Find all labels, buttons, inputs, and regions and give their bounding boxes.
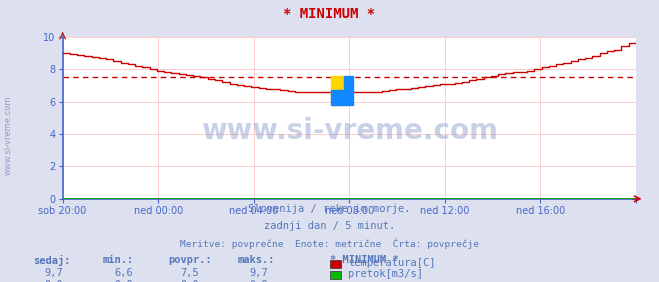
Text: povpr.:: povpr.:: [168, 255, 212, 265]
Text: 7,5: 7,5: [180, 268, 198, 278]
Text: pretok[m3/s]: pretok[m3/s]: [348, 269, 423, 279]
Text: Meritve: povprečne  Enote: metrične  Črta: povprečje: Meritve: povprečne Enote: metrične Črta:…: [180, 238, 479, 249]
Text: www.si-vreme.com: www.si-vreme.com: [201, 117, 498, 145]
Bar: [331, 90, 343, 105]
Text: Slovenija / reke in morje.: Slovenija / reke in morje.: [248, 204, 411, 214]
Text: min.:: min.:: [102, 255, 133, 265]
Text: zadnji dan / 5 minut.: zadnji dan / 5 minut.: [264, 221, 395, 231]
Text: sedaj:: sedaj:: [33, 255, 71, 266]
Text: * MINIMUM *: * MINIMUM *: [330, 255, 398, 265]
Text: * MINIMUM *: * MINIMUM *: [283, 7, 376, 21]
Text: 0,0: 0,0: [114, 280, 132, 282]
Bar: [343, 76, 353, 105]
Text: 0,0: 0,0: [249, 280, 268, 282]
Text: 0,0: 0,0: [45, 280, 63, 282]
Text: www.si-vreme.com: www.si-vreme.com: [3, 96, 13, 175]
Text: 9,7: 9,7: [249, 268, 268, 278]
Text: 9,7: 9,7: [45, 268, 63, 278]
Text: 0,0: 0,0: [180, 280, 198, 282]
Bar: [331, 76, 343, 105]
Text: 6,6: 6,6: [114, 268, 132, 278]
Text: temperatura[C]: temperatura[C]: [348, 258, 436, 268]
Text: maks.:: maks.:: [237, 255, 275, 265]
